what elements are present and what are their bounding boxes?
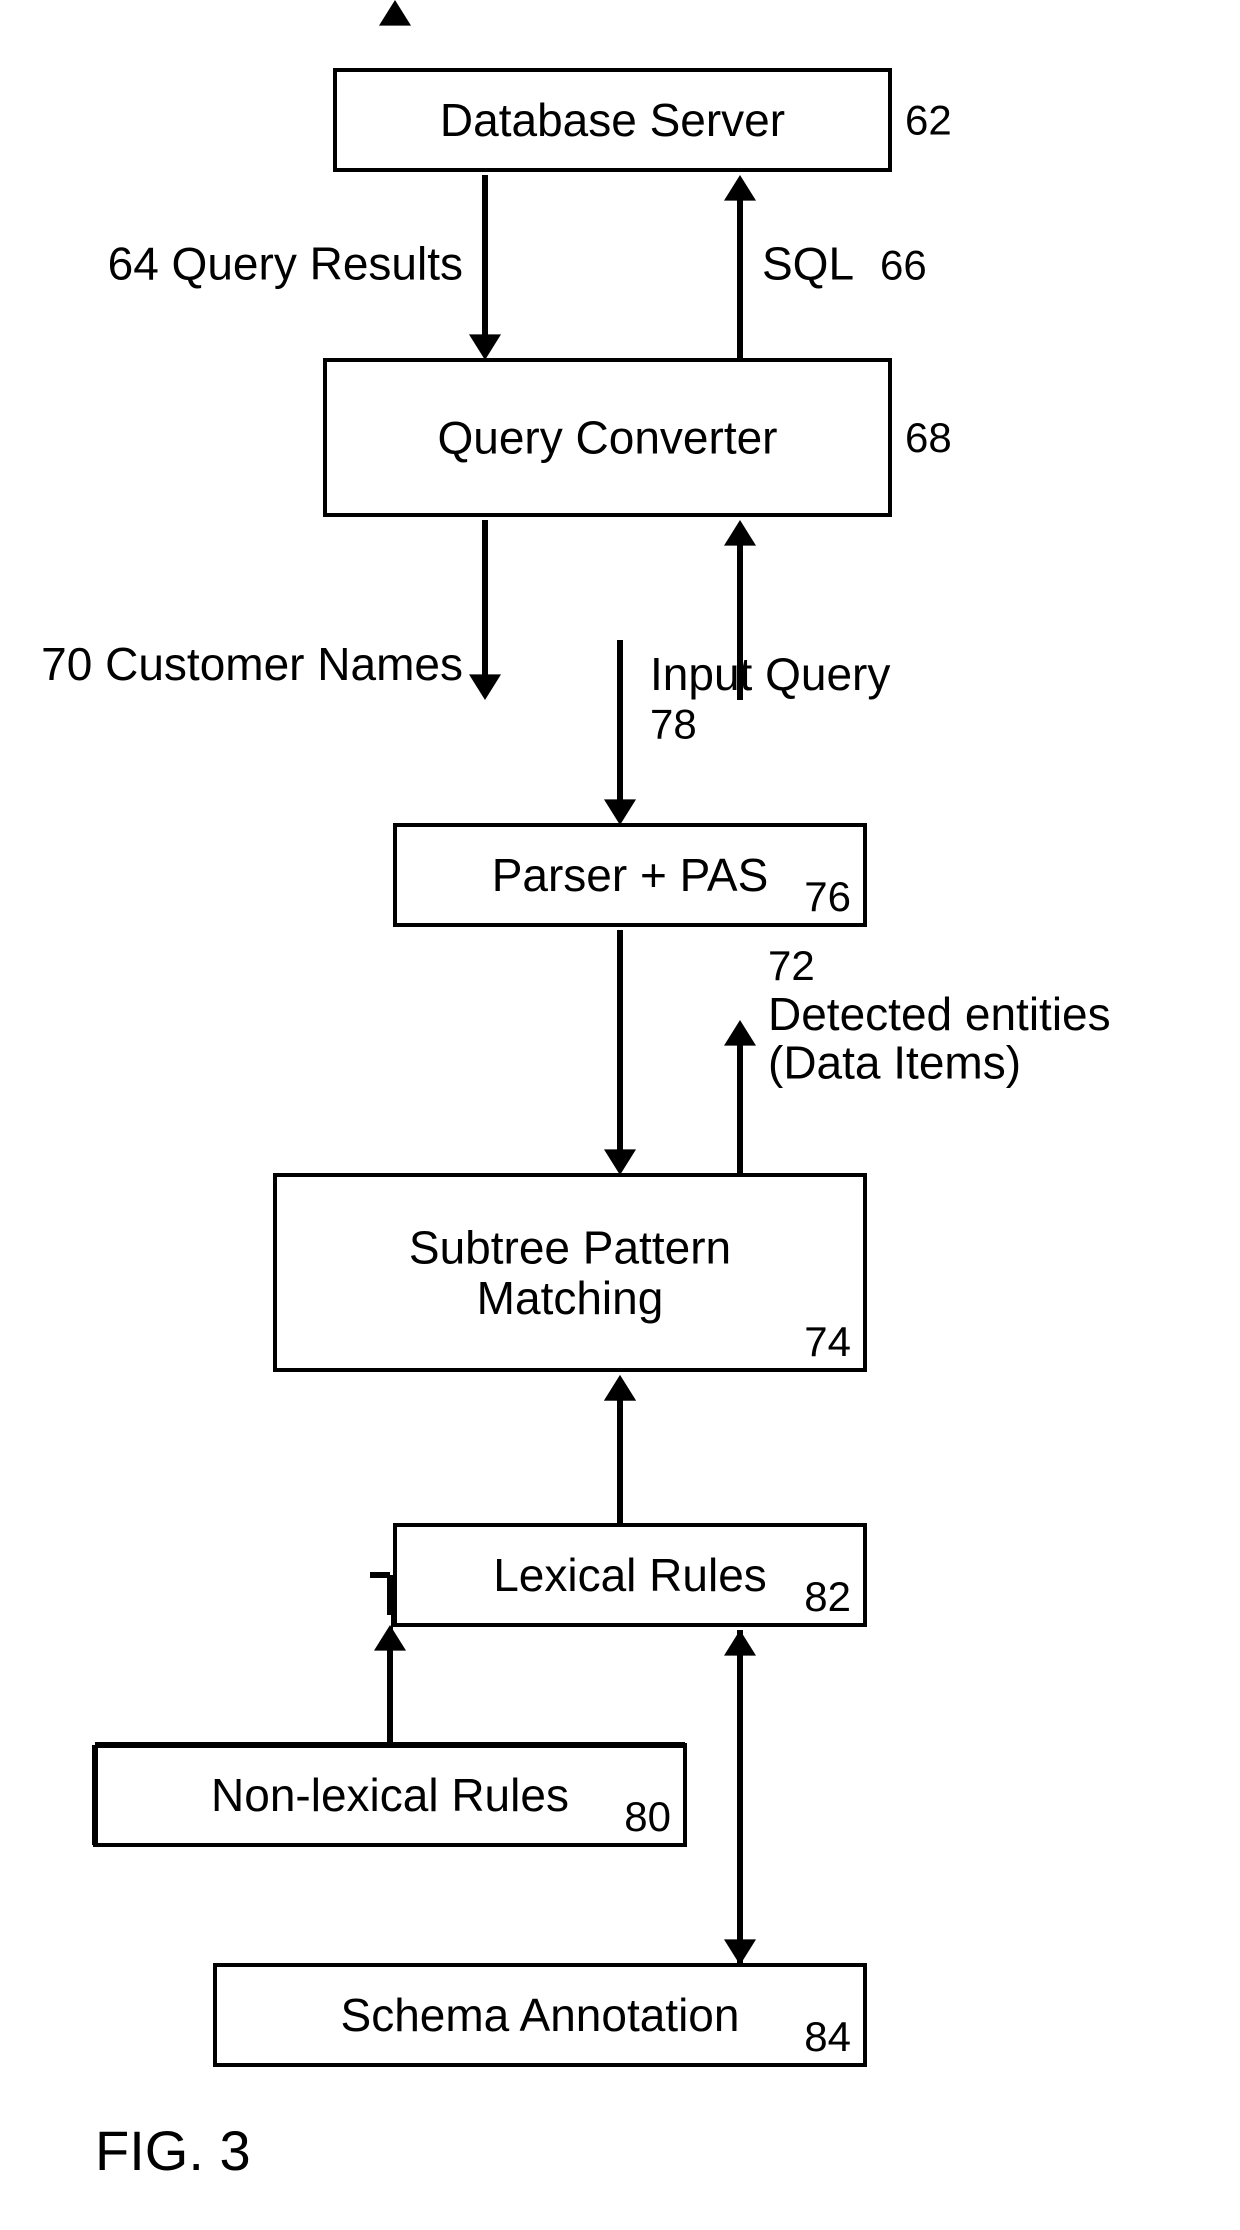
arrowhead xyxy=(604,1375,636,1401)
detected-label-2: (Data Items) xyxy=(768,1036,1021,1088)
parser_pas-label: Parser + PAS xyxy=(492,849,769,901)
arrowhead xyxy=(604,799,636,825)
detected-ref: 72 xyxy=(768,942,815,989)
arrowhead xyxy=(724,1939,756,1965)
arrowhead xyxy=(469,674,501,700)
detected-label-1: Detected entities xyxy=(768,988,1111,1040)
query_converter-label: Query Converter xyxy=(437,412,777,464)
database_server-ref: 62 xyxy=(905,97,952,144)
arrowhead xyxy=(379,0,411,26)
lexical-ref: 82 xyxy=(804,1573,851,1620)
subtree_pm-ref: 74 xyxy=(804,1318,851,1365)
flowchart-canvas: Database Server 62 Query Converter 68 Parser… xyxy=(0,0,1240,2230)
nonlex_rules-ref: 80 xyxy=(624,1793,671,1840)
sql-label: SQL xyxy=(762,238,854,290)
subtree_pm-label: Matching xyxy=(477,1272,664,1324)
results-label: 64 Query Results xyxy=(108,238,463,290)
input-query-ref: 78 xyxy=(650,700,697,747)
parser_pas-ref: 76 xyxy=(804,873,851,920)
mask xyxy=(0,1615,391,1755)
figure-label: FIG. 3 xyxy=(95,2119,251,2182)
schema_ann-label: Schema Annotation xyxy=(341,1989,740,2041)
subtree_pm-label: Subtree Pattern xyxy=(409,1221,731,1273)
arrowhead xyxy=(469,334,501,360)
nonlex_rules-label: Non-lexical Rules xyxy=(211,1769,569,1821)
arrowhead xyxy=(604,1149,636,1175)
database_server-label: Database Server xyxy=(440,94,785,146)
schema_ann-ref: 84 xyxy=(804,2013,851,2060)
sql-ref: 66 xyxy=(880,242,927,289)
input-query-label: Input Query xyxy=(650,648,890,700)
lexical-label: Lexical Rules xyxy=(493,1549,767,1601)
arrowhead xyxy=(724,175,756,201)
arrowhead xyxy=(724,520,756,546)
names-label: 70 Customer Names xyxy=(41,638,463,690)
arrowhead xyxy=(724,1630,756,1656)
query_converter-ref: 68 xyxy=(905,414,952,461)
arrowhead xyxy=(724,1020,756,1046)
